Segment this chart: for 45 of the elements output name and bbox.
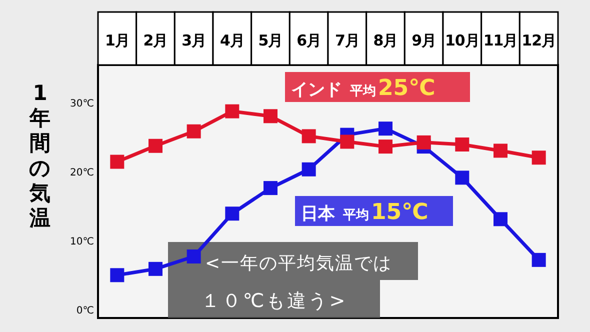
point bbox=[532, 150, 546, 165]
x-tick-label: 1月 bbox=[104, 32, 130, 50]
point bbox=[532, 252, 546, 267]
x-tick-label: 5月 bbox=[258, 32, 283, 50]
x-tick-label: 11月 bbox=[483, 32, 518, 50]
point bbox=[186, 124, 201, 138]
point bbox=[494, 212, 508, 226]
series-label: インド bbox=[291, 80, 342, 100]
annotation: <一年の平均気温では bbox=[205, 253, 392, 274]
point bbox=[455, 137, 470, 152]
point bbox=[302, 129, 316, 144]
note-box: １０℃も違う> bbox=[168, 280, 380, 318]
x-tick-label: 9月 bbox=[412, 32, 436, 50]
point bbox=[225, 206, 240, 221]
y-axis-title: 1年間の気温 bbox=[28, 81, 51, 230]
point bbox=[110, 154, 124, 169]
x-tick-label: 6月 bbox=[296, 32, 322, 50]
point bbox=[225, 104, 240, 118]
point bbox=[148, 138, 162, 153]
point bbox=[455, 170, 470, 185]
point bbox=[264, 181, 278, 196]
point bbox=[494, 144, 508, 158]
point bbox=[148, 262, 162, 276]
point bbox=[340, 134, 354, 149]
point bbox=[378, 140, 392, 154]
point bbox=[186, 249, 201, 264]
x-tick-label: 12月 bbox=[522, 32, 556, 50]
note-box: <一年の平均気温では bbox=[168, 242, 418, 280]
point bbox=[302, 162, 316, 176]
point bbox=[378, 122, 392, 136]
annotation: １０℃も違う> bbox=[200, 290, 348, 312]
x-tick-label: 7月 bbox=[334, 32, 360, 50]
x-tick-label: 3月 bbox=[182, 32, 206, 50]
x-tick-label: 8月 bbox=[373, 32, 398, 50]
y-tick-label: 20℃ bbox=[70, 167, 94, 178]
y-tick-label: 30℃ bbox=[70, 98, 94, 110]
x-tick-label: 2月 bbox=[143, 32, 168, 50]
series-label: 日本 bbox=[301, 204, 336, 224]
x-tick-label: 4月 bbox=[220, 32, 244, 50]
x-tick-label: 10月 bbox=[444, 32, 480, 50]
point bbox=[416, 135, 431, 150]
point bbox=[110, 268, 124, 282]
point bbox=[264, 109, 278, 124]
y-tick-label: 10℃ bbox=[70, 236, 94, 248]
y-tick-label: 0℃ bbox=[76, 306, 94, 317]
